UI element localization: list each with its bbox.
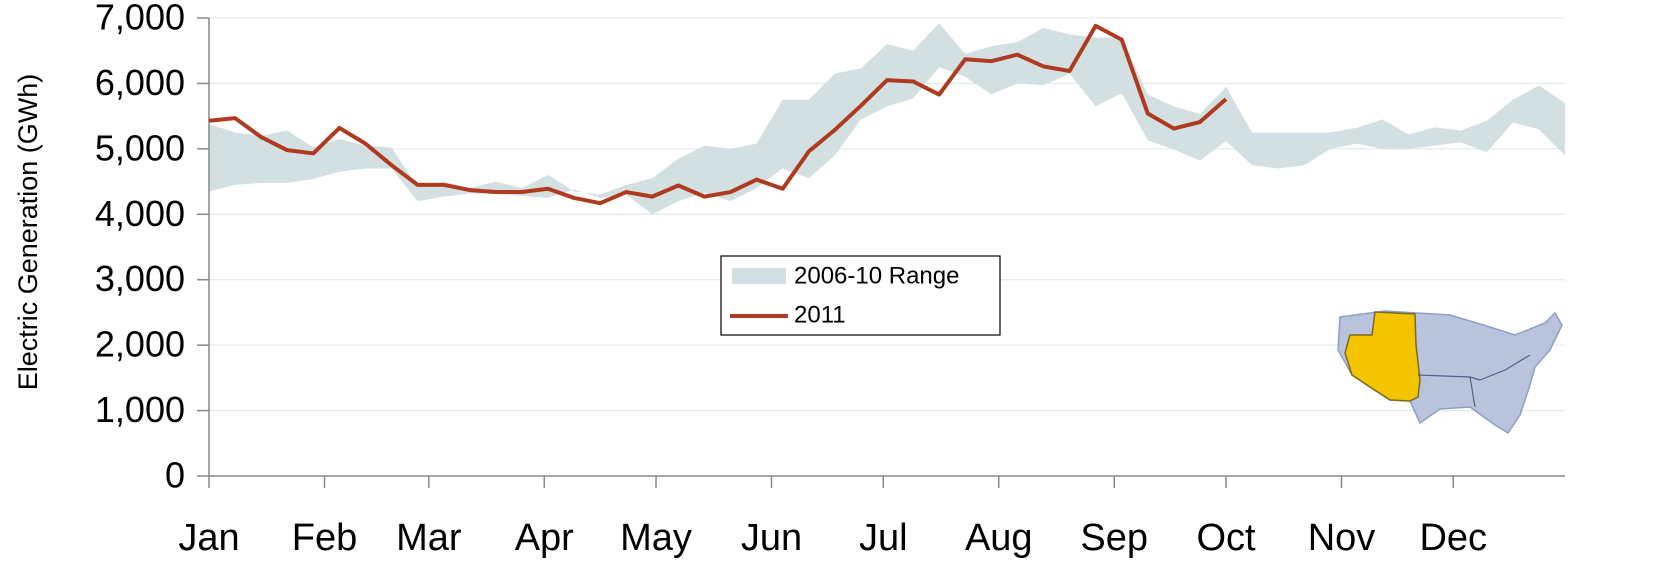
- y-tick-label: 0: [165, 455, 185, 496]
- legend-label: 2006-10 Range: [794, 262, 959, 289]
- legend: 2006-10 Range 2011: [720, 255, 1001, 336]
- x-tick-label: Jun: [741, 517, 802, 559]
- y-tick-label: 5,000: [95, 127, 185, 168]
- x-tick-label: Apr: [515, 517, 574, 559]
- line-2011: [208, 23, 1228, 206]
- y-tick-label: 7,000: [95, 0, 185, 38]
- y-tick-label: 3,000: [95, 258, 185, 299]
- x-tick-label: May: [620, 517, 692, 559]
- x-tick-label: Sep: [1080, 517, 1148, 559]
- y-tick-label: 1,000: [95, 389, 185, 430]
- x-tick-label: Jul: [859, 517, 908, 559]
- y-axis-label: Electric Generation (GWh): [13, 74, 43, 391]
- x-tick-label: Oct: [1196, 517, 1256, 559]
- region-borders: [1417, 354, 1531, 408]
- range-band: [209, 23, 1565, 215]
- x-tick-label: Aug: [965, 517, 1033, 559]
- x-tick-label: Dec: [1419, 517, 1487, 559]
- x-tick-label: Mar: [396, 517, 462, 559]
- x-tick-label: Jan: [178, 517, 239, 559]
- x-tick-label: Nov: [1308, 517, 1376, 559]
- y-tick-label: 2,000: [95, 324, 185, 365]
- x-tick-label: Feb: [292, 517, 357, 559]
- y-tick-label: 6,000: [95, 62, 185, 103]
- map-inset: [1337, 310, 1563, 435]
- legend-swatch: [732, 268, 786, 284]
- y-tick-label: 4,000: [95, 193, 185, 234]
- legend-label: 2011: [794, 301, 846, 328]
- western-region: [1344, 311, 1421, 402]
- plot: 0 1,000 2,000 3,000 4,000 5,000 6,000 7,000 Jan F…: [95, 0, 1565, 559]
